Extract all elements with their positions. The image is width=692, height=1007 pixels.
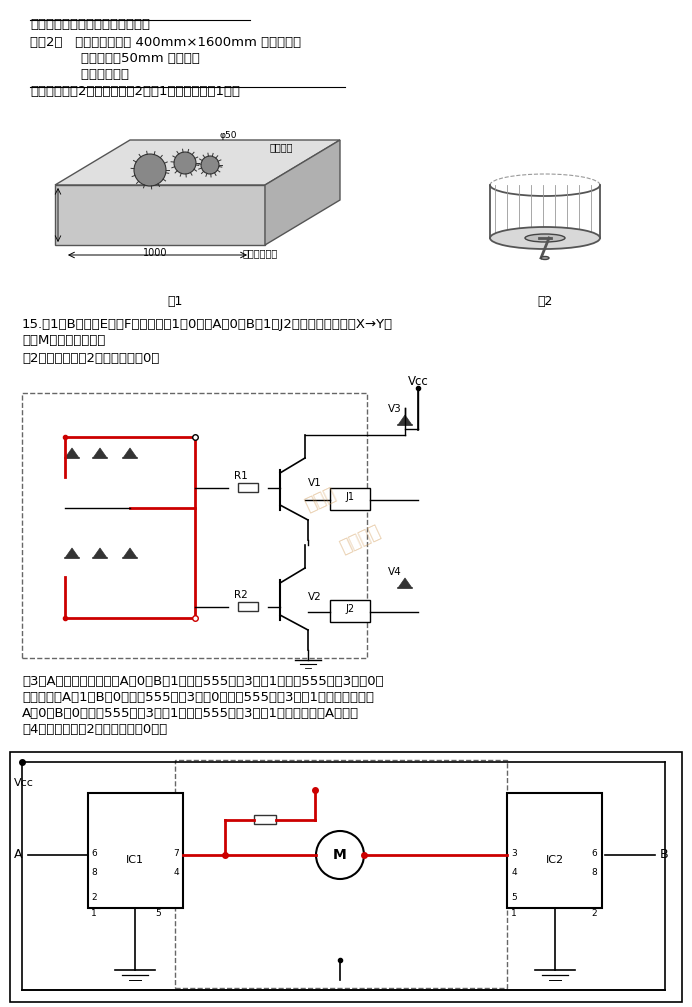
Text: M: M [333, 848, 347, 862]
Text: V1: V1 [308, 478, 322, 488]
Text: 2: 2 [91, 893, 97, 902]
Text: V3: V3 [388, 404, 402, 414]
Bar [238, 483, 258, 492]
Polygon shape [65, 448, 79, 458]
Text: 5: 5 [155, 909, 161, 918]
Ellipse shape [541, 257, 549, 260]
Ellipse shape [490, 227, 600, 249]
Polygon shape [398, 578, 412, 588]
Text: Vcc: Vcc [408, 375, 428, 388]
Polygon shape [123, 548, 137, 558]
Text: 与门轴直彤50mm 有关尺寸: 与门轴直彤50mm 有关尺寸 [30, 52, 200, 65]
Text: 6: 6 [91, 849, 97, 858]
Text: 尺寸2分   传动装置规格在 400mm×1600mm 合理范围内: 尺寸2分 传动装置规格在 400mm×1600mm 合理范围内 [30, 36, 301, 49]
Text: 图1: 图1 [167, 295, 183, 308]
Bar [22, 393, 367, 658]
Text: （4）全部正确得2分，有错误得0分。: （4）全部正确得2分，有错误得0分。 [22, 723, 167, 736]
Bar [330, 488, 370, 510]
Text: IC1: IC1 [126, 855, 144, 865]
Text: 1: 1 [511, 909, 517, 918]
Text: IC2: IC2 [546, 855, 564, 865]
Text: 图2: 图2 [537, 295, 553, 308]
Text: 15.（1）B解析：E端和F端分别输入1和0时，A为0，B为1，J2吸合，电流流向为X→Y，: 15.（1）B解析：E端和F端分别输入1和0时，A为0，B为1，J2吸合，电流流… [22, 318, 393, 331]
Text: 6: 6 [591, 849, 597, 858]
Text: 3: 3 [511, 849, 517, 858]
Text: 1000: 1000 [143, 248, 167, 258]
Text: 电机反转时A为1，B为0，左端555电表3脚为0，右端555电表3脚为1；电机停止时，: 电机反转时A为1，B为0，左端555电表3脚为0，右端555电表3脚为1；电机停… [22, 691, 374, 704]
Circle shape [174, 152, 196, 174]
Text: 1: 1 [91, 909, 97, 918]
Bar [254, 815, 276, 824]
Text: J2: J2 [345, 604, 354, 614]
Polygon shape [123, 448, 137, 458]
Text: 4: 4 [511, 868, 517, 877]
Text: 说明：标注以2个合理尺寸得2分，1个合理尺寸得1分。: 说明：标注以2个合理尺寸得2分，1个合理尺寸得1分。 [30, 85, 240, 98]
Ellipse shape [525, 234, 565, 242]
Text: 8: 8 [91, 868, 97, 877]
Text: 公众号: 公众号 [302, 485, 338, 515]
Text: A为0，B为0，左端555电表3脚为1，右端555电表3脚为1；由题中要求A合适。: A为0，B为0，左端555电表3脚为1，右端555电表3脚为1；由题中要求A合适… [22, 707, 359, 720]
Text: B: B [660, 849, 668, 862]
Text: 2: 2 [591, 909, 597, 918]
Text: A: A [14, 849, 23, 862]
Bar [10, 752, 682, 1002]
Text: 5: 5 [511, 893, 517, 902]
Text: 4: 4 [173, 868, 179, 877]
Text: 8: 8 [591, 868, 597, 877]
Bar [175, 760, 507, 988]
Polygon shape [55, 185, 265, 245]
Text: Vcc: Vcc [14, 778, 34, 788]
Text: 7: 7 [173, 849, 179, 858]
Text: V2: V2 [308, 592, 322, 602]
Bar [88, 793, 183, 908]
Polygon shape [65, 548, 79, 558]
Polygon shape [55, 140, 340, 185]
Bar [507, 793, 602, 908]
Text: φ50: φ50 [220, 131, 237, 140]
Polygon shape [398, 415, 412, 425]
Text: J1: J1 [345, 492, 354, 502]
Text: （3）A解析：电机正转时A为0，B为1，左端555电表3脚为1，右端555电表3脚为0；: （3）A解析：电机正转时A为0，B为1，左端555电表3脚为1，右端555电表3… [22, 675, 383, 688]
Text: 门框底板: 门框底板 [270, 142, 293, 152]
Text: R2: R2 [234, 590, 248, 600]
Circle shape [201, 156, 219, 174]
Text: 其他合理尺寸: 其他合理尺寸 [30, 68, 129, 81]
Text: 电机M正转，打开闸门: 电机M正转，打开闸门 [22, 334, 105, 347]
Text: 中试卷君: 中试卷君 [337, 523, 383, 557]
Bar [330, 600, 370, 622]
Bar [238, 602, 258, 611]
Polygon shape [93, 448, 107, 458]
Text: R1: R1 [234, 471, 248, 481]
Text: 与电机轴相连: 与电机轴相连 [242, 248, 277, 258]
Polygon shape [93, 548, 107, 558]
Text: （2）全部正确得2分，有错误得0分: （2）全部正确得2分，有错误得0分 [22, 352, 159, 365]
Text: V4: V4 [388, 567, 402, 577]
Circle shape [134, 154, 166, 186]
Polygon shape [265, 140, 340, 245]
Text: 说明：连接处文字叙述合理即得分: 说明：连接处文字叙述合理即得分 [30, 18, 150, 31]
